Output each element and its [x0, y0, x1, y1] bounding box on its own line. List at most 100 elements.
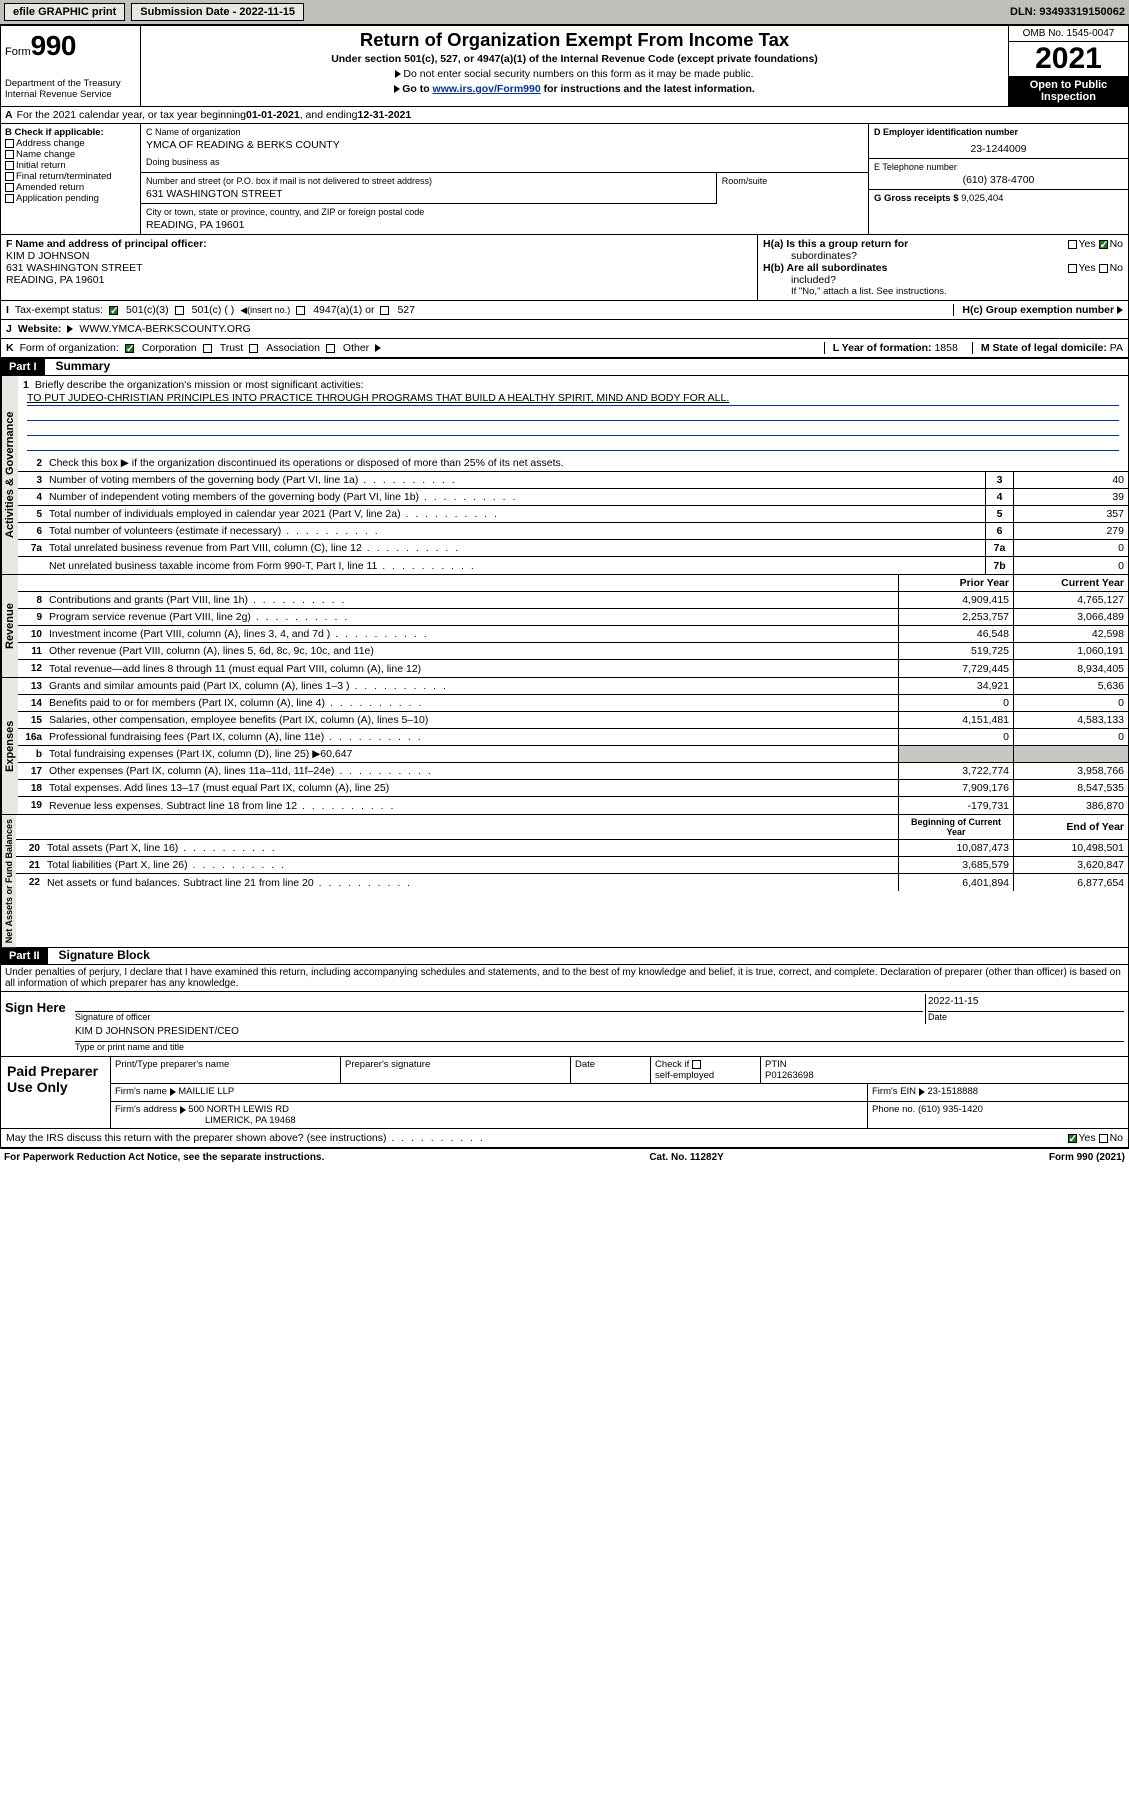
checkbox-icon[interactable] — [692, 1060, 701, 1069]
gov-body: 1Briefly describe the organization's mis… — [18, 376, 1128, 574]
l3-txt: Number of voting members of the governin… — [46, 472, 985, 488]
org-name: YMCA OF READING & BERKS COUNTY — [146, 139, 863, 151]
line18: 18Total expenses. Add lines 13–17 (must … — [18, 780, 1128, 797]
b-item: Name change — [16, 149, 75, 160]
mission-blank — [27, 407, 1119, 421]
sig-line — [75, 996, 923, 1012]
efile-print-btn[interactable]: efile GRAPHIC print — [4, 3, 125, 21]
l12: Total revenue—add lines 8 through 11 (mu… — [46, 661, 898, 677]
line5: 5Total number of individuals employed in… — [18, 506, 1128, 523]
dln: DLN: 93493319150062 — [1010, 6, 1125, 18]
i-txt: Tax-exempt status: — [15, 304, 103, 316]
form990-link[interactable]: www.irs.gov/Form990 — [433, 83, 541, 95]
l17: Other expenses (Part IX, column (A), lin… — [46, 763, 898, 779]
v6: 279 — [1013, 523, 1128, 539]
l5-txt: Total number of individuals employed in … — [46, 506, 985, 522]
checkbox-icon — [5, 183, 14, 192]
firm-addr1: 500 NORTH LEWIS RD — [188, 1104, 289, 1115]
paid-row3: Firm's address 500 NORTH LEWIS RDLIMERIC… — [111, 1102, 1128, 1128]
l15: Salaries, other compensation, employee b… — [46, 712, 898, 728]
room-cell: Room/suite — [716, 173, 868, 204]
c9: 3,066,489 — [1013, 609, 1128, 625]
other: Other — [343, 342, 369, 354]
submission-date: 2022-11-15 — [239, 6, 295, 18]
k-lbl: K — [6, 342, 14, 354]
phone-lbl: E Telephone number — [874, 162, 1123, 172]
part2-title: Part II Signature Block — [1, 948, 1128, 965]
c20: 10,498,501 — [1013, 840, 1128, 856]
line7b: Net unrelated business taxable income fr… — [18, 557, 1128, 574]
firm-phone-cell: Phone no. (610) 935-1420 — [868, 1102, 1128, 1128]
checkbox-icon[interactable] — [326, 344, 335, 353]
i-lbl: I — [6, 304, 9, 316]
l16b: Total fundraising expenses (Part IX, col… — [46, 746, 898, 762]
c-name-cell: C Name of organization YMCA OF READING &… — [141, 124, 868, 154]
checkbox-icon[interactable] — [1099, 264, 1108, 273]
domicile: PA — [1110, 342, 1123, 354]
ptin-cell: PTINP01263698 — [761, 1057, 1128, 1083]
goto-pre: Go to — [402, 83, 432, 95]
part1-title: Part I Summary — [1, 358, 1128, 376]
form-number: 990 — [31, 30, 76, 61]
l9: Program service revenue (Part VIII, line… — [46, 609, 898, 625]
officer-name: KIM D JOHNSON — [6, 250, 89, 262]
chk-name[interactable]: Name change — [5, 149, 136, 160]
chk-address[interactable]: Address change — [5, 138, 136, 149]
p16a: 0 — [898, 729, 1013, 745]
checkbox-icon[interactable] — [175, 306, 184, 315]
l7a-txt: Total unrelated business revenue from Pa… — [46, 540, 985, 556]
discuss-row: May the IRS discuss this return with the… — [1, 1129, 1128, 1148]
omb: OMB No. 1545-0047 — [1009, 26, 1128, 42]
line21: 21Total liabilities (Part X, line 26)3,6… — [16, 857, 1128, 874]
checkbox-icon — [5, 139, 14, 148]
c16a: 0 — [1013, 729, 1128, 745]
dba-cell: Doing business as — [141, 154, 868, 173]
c14: 0 — [1013, 695, 1128, 711]
v4: 39 — [1013, 489, 1128, 505]
checkbox-checked-icon[interactable]: ✓ — [1068, 1134, 1077, 1143]
chk-app[interactable]: Application pending — [5, 193, 136, 204]
l22: Net assets or fund balances. Subtract li… — [44, 875, 898, 891]
ptin: P01263698 — [765, 1070, 814, 1081]
checkbox-icon[interactable] — [296, 306, 305, 315]
checkbox-icon[interactable] — [249, 344, 258, 353]
checkbox-icon[interactable] — [1068, 240, 1077, 249]
header-line1-text: Do not enter social security numbers on … — [403, 68, 753, 80]
checkbox-checked-icon[interactable]: ✓ — [125, 344, 134, 353]
no: No — [1110, 262, 1123, 274]
line2: 2Check this box ▶ if the organization di… — [18, 455, 1128, 472]
checkbox-icon[interactable] — [1099, 1134, 1108, 1143]
line11: 11Other revenue (Part VIII, column (A), … — [18, 643, 1128, 660]
side-governance: Activities & Governance — [1, 376, 18, 574]
phone-lbl: Phone no. — [872, 1104, 918, 1115]
l16a: Professional fundraising fees (Part IX, … — [46, 729, 898, 745]
m-block: M State of legal domicile: PA — [972, 342, 1123, 354]
checkbox-checked-icon[interactable]: ✓ — [1099, 240, 1108, 249]
l7b-txt: Net unrelated business taxable income fr… — [46, 558, 985, 574]
checkbox-icon[interactable] — [380, 306, 389, 315]
checkbox-icon[interactable] — [203, 344, 212, 353]
corp: Corporation — [142, 342, 197, 354]
c11: 1,060,191 — [1013, 643, 1128, 659]
p8: 4,909,415 — [898, 592, 1013, 608]
line4: 4Number of independent voting members of… — [18, 489, 1128, 506]
no: No — [1110, 1132, 1123, 1144]
checkbox-icon[interactable] — [1068, 264, 1077, 273]
line15: 15Salaries, other compensation, employee… — [18, 712, 1128, 729]
chk-final[interactable]: Final return/terminated — [5, 171, 136, 182]
checkbox-checked-icon[interactable]: ✓ — [109, 306, 118, 315]
chk-initial[interactable]: Initial return — [5, 160, 136, 171]
sig-date-cell: 2022-11-15 Date — [926, 994, 1126, 1024]
paid-row1: Print/Type preparer's name Preparer's si… — [111, 1057, 1128, 1084]
v7a: 0 — [1013, 540, 1128, 556]
hc-block: H(c) Group exemption number — [953, 304, 1123, 316]
chk-amended[interactable]: Amended return — [5, 182, 136, 193]
l21: Total liabilities (Part X, line 26) — [44, 857, 898, 873]
submission-btn[interactable]: Submission Date - 2022-11-15 — [131, 3, 304, 21]
c8: 4,765,127 — [1013, 592, 1128, 608]
hb-lbl: H(b) Are all subordinates — [763, 262, 887, 274]
mission-blank — [27, 422, 1119, 436]
mission-blank — [27, 437, 1119, 451]
year-end: 12-31-2021 — [358, 109, 412, 121]
irs: Internal Revenue Service — [5, 89, 136, 100]
